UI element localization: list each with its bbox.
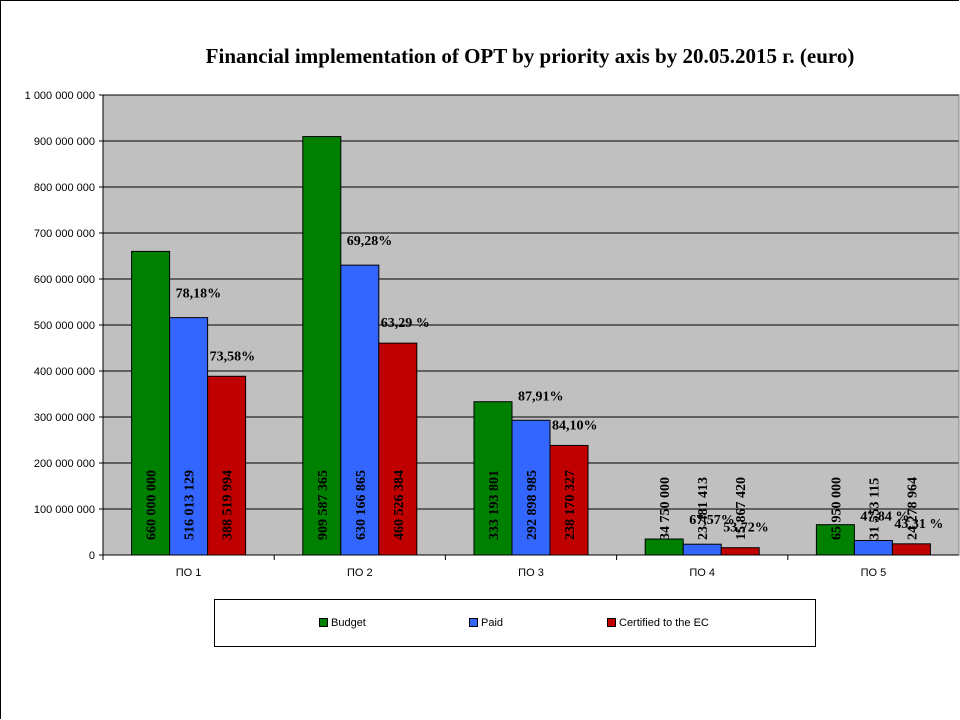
bar-value-label: 292 898 985 [525, 470, 540, 540]
y-tick-label: 400 000 000 [34, 366, 95, 378]
paid-percent-label: 87,91% [518, 389, 564, 404]
legend-swatch-budget [319, 617, 328, 627]
bar-value-label: 238 170 327 [563, 470, 578, 540]
paid-percent-label: 67,57% [689, 513, 735, 528]
bar-value-label: 660 000 000 [145, 470, 160, 540]
bar-value-label: 65 950 000 [829, 477, 844, 540]
legend-label-paid: Paid [481, 617, 504, 629]
legend-swatch-certified [607, 617, 616, 627]
paid-percent-label: 78,18% [176, 287, 222, 302]
bar-value-label: 31 553 115 [867, 478, 882, 540]
certified-percent-label: 73,58% [210, 349, 256, 364]
bar-budget [644, 538, 684, 556]
legend-label-budget: Budget [331, 617, 366, 629]
bar-value-label: 15 867 420 [734, 477, 749, 540]
y-tick-label: 100 000 000 [34, 504, 95, 516]
certified-percent-label: 63,29 % [381, 316, 430, 331]
bar-value-label: 23 481 413 [696, 477, 711, 540]
paid-percent-label: 47,84 % [860, 509, 909, 524]
certified-percent-label: 84,10% [552, 418, 598, 433]
x-tick-label: ПО 4 [689, 567, 715, 579]
legend-item-certified: Certified to the EC [607, 617, 709, 629]
x-tick-label: ПО 2 [347, 567, 373, 579]
bar-paid [511, 419, 551, 556]
bar-paid [853, 539, 893, 556]
certified-percent-label: 53,72% [723, 521, 769, 536]
y-tick-label: 900 000 000 [34, 136, 95, 148]
bar-paid [340, 264, 380, 556]
bar-budget [131, 250, 171, 556]
bar-certified-to-the-ec [549, 444, 589, 556]
paid-percent-label: 69,28% [347, 234, 393, 249]
chart-title: Financial implementation of OPT by prior… [205, 44, 855, 68]
y-tick-label: 0 [89, 550, 95, 562]
bar-certified-to-the-ec [378, 342, 418, 556]
bar-value-label: 460 526 384 [392, 470, 407, 540]
chart-legend: Budget Paid Certified to the EC [214, 599, 816, 647]
x-tick-label: ПО 1 [176, 567, 202, 579]
y-tick-label: 800 000 000 [34, 182, 95, 194]
legend-swatch-paid [469, 617, 478, 627]
y-tick-label: 700 000 000 [34, 228, 95, 240]
y-tick-label: 500 000 000 [34, 320, 95, 332]
bar-certified-to-the-ec [720, 547, 760, 556]
bar-paid [169, 317, 209, 556]
bar-certified-to-the-ec [207, 375, 247, 556]
bar-value-label: 516 013 129 [183, 470, 198, 540]
x-tick-label: ПО 5 [861, 567, 887, 579]
x-tick-label: ПО 3 [518, 567, 544, 579]
bar-value-label: 333 193 801 [487, 470, 502, 540]
legend-item-budget: Budget [319, 617, 366, 629]
y-tick-label: 200 000 000 [34, 458, 95, 470]
bar-value-label: 630 166 865 [354, 470, 369, 540]
y-tick-label: 600 000 000 [34, 274, 95, 286]
legend-item-paid: Paid [469, 617, 503, 629]
y-tick-label: 300 000 000 [34, 412, 95, 424]
certified-percent-label: 43,31 % [894, 517, 943, 532]
bar-certified-to-the-ec [891, 543, 931, 556]
bar-value-label: 24 278 964 [905, 477, 920, 540]
bar-paid [682, 543, 722, 556]
bar-budget [815, 524, 855, 556]
bar-value-label: 34 750 000 [658, 477, 673, 540]
legend-label-certified: Certified to the EC [619, 617, 709, 629]
bar-value-label: 909 587 365 [316, 470, 331, 540]
bar-budget [302, 136, 342, 556]
y-tick-label: 1 000 000 000 [25, 90, 95, 102]
bar-value-label: 388 519 994 [221, 470, 236, 540]
